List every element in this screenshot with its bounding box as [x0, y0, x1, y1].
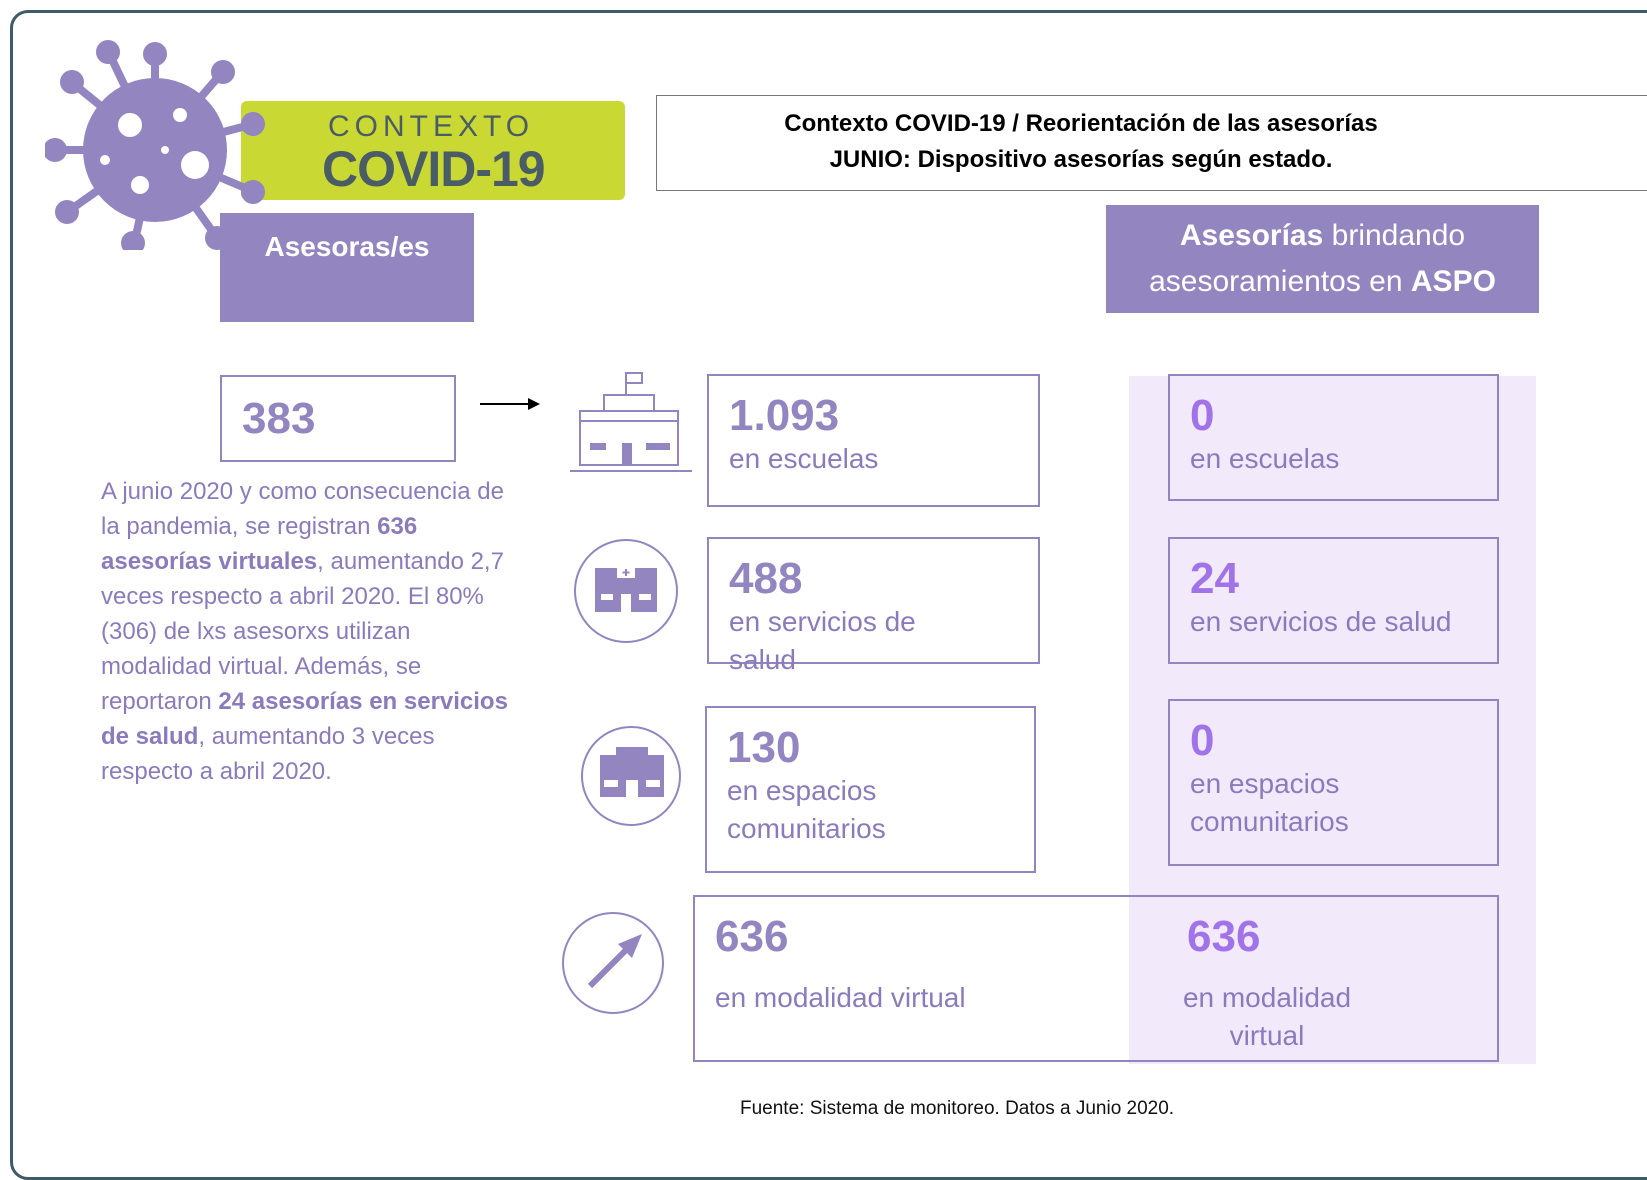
logo-line1: CONTEXTO: [328, 110, 534, 144]
health-icon: [573, 538, 683, 648]
virtual-icon: [560, 910, 670, 1020]
total: 383: [242, 395, 454, 443]
arrow: [478, 394, 542, 414]
header: Contexto COVID-19 / Reorientación de las…: [656, 95, 1647, 191]
count-label: en servicios de salud: [729, 603, 959, 679]
count-label: en modalidad virtual: [715, 979, 966, 1017]
page: CONTEXTO COVID-19 Asesoras/es Contexto C…: [0, 0, 1647, 1159]
count-value: 488: [729, 555, 1038, 603]
aspo-value: 636: [1187, 913, 1260, 961]
text-run: A junio 2020 y como consecuencia de la p…: [101, 478, 511, 540]
aspo-label: en servicios de salud: [1190, 603, 1470, 641]
aspo-label: en espacios comunitarios: [1190, 765, 1470, 841]
aspo-value: 0: [1190, 392, 1497, 440]
left-header: Asesoras/es: [220, 213, 474, 322]
text-run: Asesorías: [1180, 219, 1323, 252]
count-label: en escuelas: [729, 440, 959, 478]
aspo-label: en escuelas: [1190, 440, 1470, 478]
community-icon: [580, 725, 685, 830]
count-label: en espacios comunitarios: [727, 772, 957, 848]
aspo-label: en modalidad virtual: [1157, 979, 1377, 1055]
right-header: Asesorías brindando asesoramientos en AS…: [1106, 205, 1539, 313]
count-value: 130: [727, 724, 1034, 772]
count-value: 636: [715, 913, 788, 961]
summary: A junio 2020 y como consecuencia de la p…: [101, 474, 521, 789]
virtual-box: 636 en modalidad virtual 636 en modalidad v…: [693, 895, 1499, 1062]
text-run: ASPO: [1411, 265, 1496, 298]
aspo-value: 24: [1190, 555, 1497, 603]
count-value: 1.093: [729, 392, 1038, 440]
school-icon: [570, 365, 700, 475]
header-line: JUNIO: Dispositivo asesorías según estad…: [657, 142, 1505, 178]
aspo-value: 0: [1190, 717, 1497, 765]
logo-line2: COVID-19: [322, 140, 545, 198]
source: Fuente: Sistema de monitoreo. Datos a Ju…: [740, 1098, 1174, 1120]
total-box: 383: [220, 375, 456, 462]
header-line: Contexto COVID-19 / Reorientación de las…: [657, 106, 1505, 142]
